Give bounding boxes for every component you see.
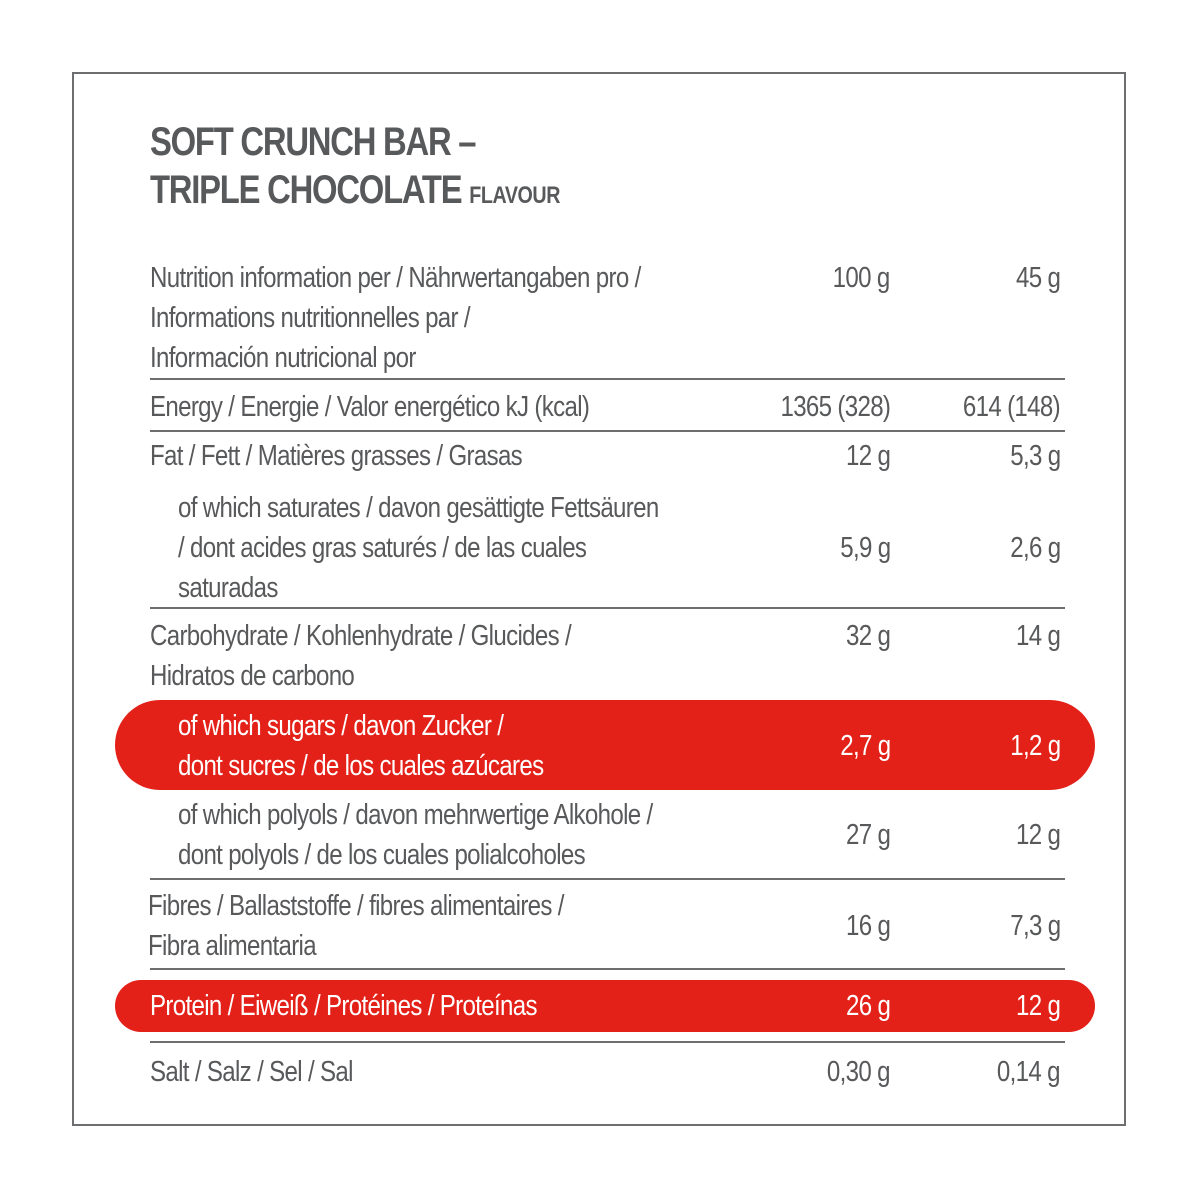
value-per-100g: 16 g	[845, 910, 891, 942]
nutrient-label: of which sugars / davon Zucker / dont su…	[178, 706, 544, 786]
header-label-line: Nutrition information per / Nährwertanga…	[150, 262, 641, 294]
value-per-serving: 1,2 g	[1009, 730, 1061, 762]
value-per-100g: 5,9 g	[839, 532, 891, 564]
value-per-100g: 26 g	[845, 990, 891, 1022]
divider	[150, 607, 1065, 609]
nutrient-label-line: Protein / Eiweiß / Protéines / Proteínas	[150, 990, 537, 1022]
nutrient-label-line: Energy / Energie / Valor energético kJ (…	[150, 391, 590, 423]
nutrient-label-line: dont polyols / de los cuales polialcohol…	[178, 839, 586, 871]
nutrient-label: Fat / Fett / Matières grasses / Grasas	[150, 436, 523, 476]
nutrient-label-line: saturadas	[178, 572, 278, 604]
value-per-serving: 7,3 g	[1009, 910, 1061, 942]
value-per-serving: 5,3 g	[1009, 440, 1061, 472]
value-per-serving: 14 g	[1015, 620, 1061, 652]
value-per-100g: 1365 (328)	[780, 391, 890, 423]
nutrient-label: Salt / Salz / Sel / Sal	[150, 1052, 353, 1092]
nutrient-label-line: of which polyols / davon mehrwertige Alk…	[178, 799, 653, 831]
nutrient-label: of which polyols / davon mehrwertige Alk…	[178, 795, 653, 875]
value-per-100g: 32 g	[845, 620, 891, 652]
highlight-sugars	[115, 700, 1095, 790]
value-per-serving: 614 (148)	[962, 391, 1061, 423]
value-per-100g: 27 g	[845, 819, 891, 851]
nutrient-label-line: of which saturates / davon gesättigte Fe…	[178, 492, 659, 524]
value-per-100g: 0,30 g	[827, 1056, 891, 1088]
header-label: Nutrition information per / Nährwertanga…	[150, 258, 641, 378]
nutrient-label-line: Salt / Salz / Sel / Sal	[150, 1056, 353, 1088]
nutrient-label-line: Hidratos de carbono	[150, 660, 355, 692]
value-per-100g: 2,7 g	[839, 730, 891, 762]
nutrient-label-line: Carbohydrate / Kohlenhydrate / Glucides …	[150, 620, 572, 652]
value-per-serving: 2,6 g	[1009, 532, 1061, 564]
nutrient-label-line: of which sugars / davon Zucker /	[178, 710, 504, 742]
highlight-protein	[115, 980, 1095, 1032]
nutrient-label: Energy / Energie / Valor energético kJ (…	[150, 387, 590, 427]
title-flavour: FLAVOUR	[469, 182, 561, 209]
header-per-serving: 45 g	[1015, 262, 1061, 294]
value-per-serving: 12 g	[1015, 990, 1061, 1022]
nutrient-label-line: Fibra alimentaria	[148, 930, 317, 962]
nutrient-label-line: Fat / Fett / Matières grasses / Grasas	[150, 440, 523, 472]
table-header: Nutrition information per / Nährwertanga…	[0, 258, 1200, 378]
value-per-serving: 12 g	[1015, 819, 1061, 851]
nutrient-label: Protein / Eiweiß / Protéines / Proteínas	[150, 986, 537, 1026]
nutrient-label: Fibres / Ballaststoffe / fibres alimenta…	[148, 886, 564, 966]
nutrient-label-line: dont sucres / de los cuales azúcares	[178, 750, 544, 782]
nutrient-label: of which saturates / davon gesättigte Fe…	[178, 488, 659, 608]
nutrient-label-line: / dont acides gras saturés / de las cual…	[178, 532, 587, 564]
header-per-100g: 100 g	[833, 262, 891, 294]
product-title: SOFT CRUNCH BAR – TRIPLE CHOCOLATE FLAVO…	[150, 118, 560, 220]
header-label-line: Informations nutritionnelles par /	[150, 302, 471, 334]
divider	[150, 378, 1065, 380]
divider	[150, 878, 1065, 880]
nutrient-label: Carbohydrate / Kohlenhydrate / Glucides …	[150, 616, 572, 696]
nutrient-label-line: Fibres / Ballaststoffe / fibres alimenta…	[148, 890, 564, 922]
value-per-100g: 12 g	[845, 440, 891, 472]
divider	[150, 1041, 1065, 1043]
header-label-line: Información nutricional por	[150, 342, 416, 374]
title-line-2: TRIPLE CHOCOLATE	[150, 168, 463, 212]
divider	[150, 968, 1065, 970]
title-line-1: SOFT CRUNCH BAR –	[150, 120, 477, 164]
value-per-serving: 0,14 g	[997, 1056, 1061, 1088]
label-frame	[72, 72, 1126, 1126]
divider	[150, 430, 1065, 432]
